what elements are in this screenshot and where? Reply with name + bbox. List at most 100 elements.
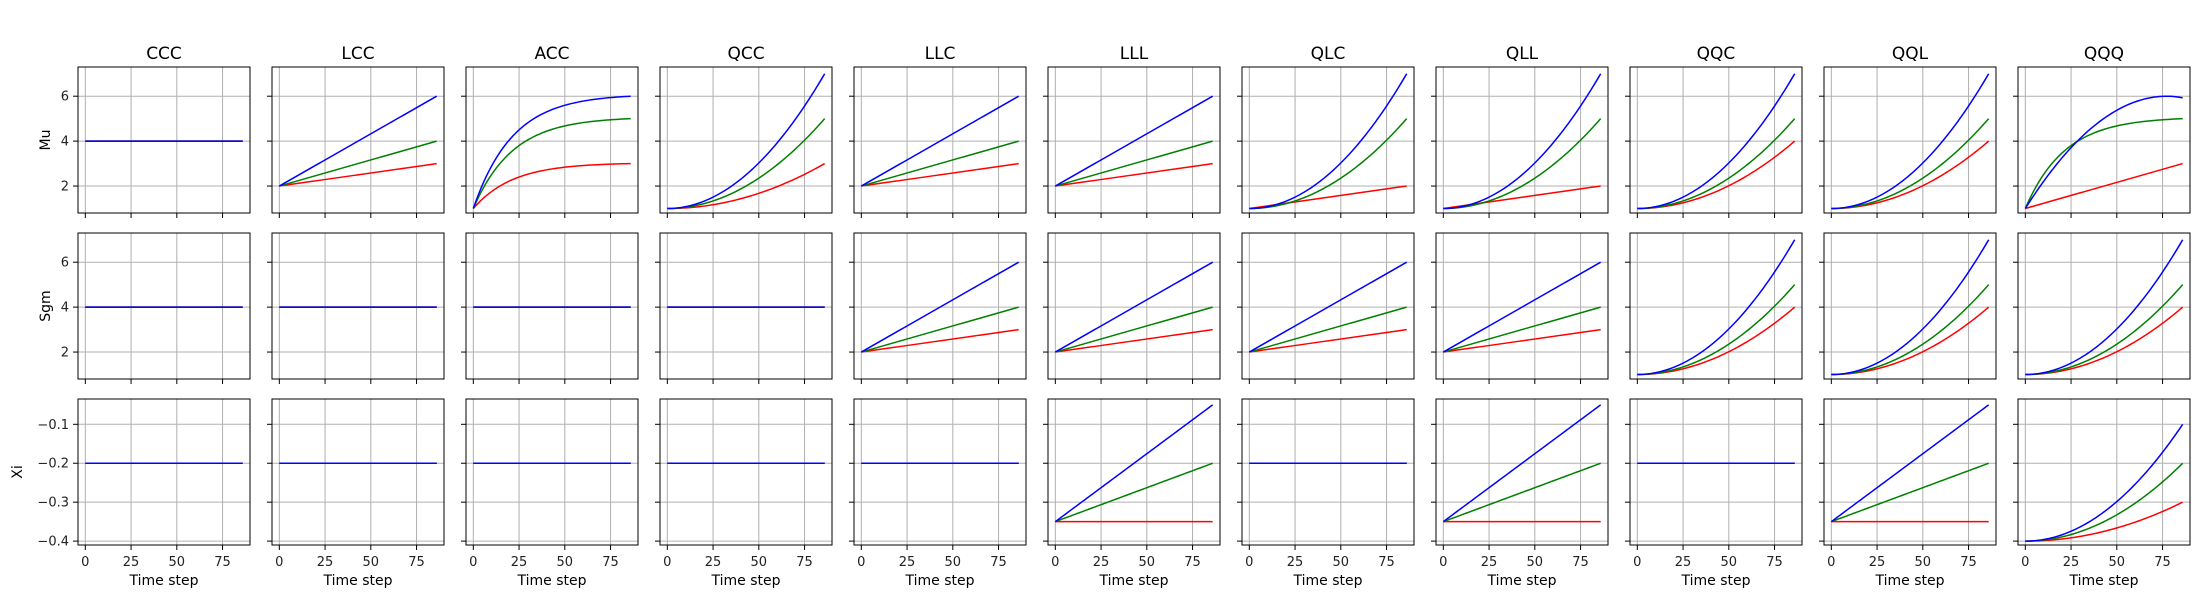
series-line-blue <box>2025 423 2184 542</box>
panel-xi-qqq: 0 25 50 75 Time step <box>2013 398 2191 589</box>
column-title: QQC <box>1697 44 1736 64</box>
x-tick-label: 25 <box>317 555 334 570</box>
axes-frame <box>1241 232 1415 380</box>
x-tick-label: 25 <box>899 555 916 570</box>
series-line-blue <box>860 261 1020 353</box>
series-line-green <box>861 140 1019 187</box>
axes-frame <box>1241 66 1415 214</box>
x-tick-label: 50 <box>169 555 186 570</box>
y-tick-label: 4 <box>61 301 69 316</box>
series-line-blue <box>1637 73 1796 210</box>
x-tick-label: 0 <box>275 555 283 570</box>
panel-sgm-acc <box>461 232 639 384</box>
x-tick-label: 25 <box>1093 555 1110 570</box>
panel-xi-ccc: 0 25 50 75 −0.4 −0.3 −0.2 −0.1 Time step <box>37 398 251 589</box>
axes-frame <box>77 398 251 546</box>
x-tick-label: 25 <box>1287 555 1304 570</box>
x-tick-label: 25 <box>2063 555 2080 570</box>
axes-frame <box>2017 398 2191 546</box>
x-tick-label: 25 <box>1869 555 1886 570</box>
x-axis-label: Time step <box>905 573 975 589</box>
series-line-red <box>2025 501 2184 542</box>
column-title: QQQ <box>2084 44 2124 64</box>
series-line-green <box>2025 462 2184 542</box>
series-line-green <box>2024 117 2183 209</box>
panel-xi-qql: 0 25 50 75 Time step <box>1819 398 1997 589</box>
x-tick-label: 25 <box>705 555 722 570</box>
panel-mu-ccc: 2 4 6 CCC <box>61 44 251 218</box>
column-title: ACC <box>534 44 569 64</box>
x-tick-label: 0 <box>1051 555 1059 570</box>
axes-frame <box>1047 398 1221 546</box>
series-line-blue <box>278 95 438 187</box>
x-axis-label: Time step <box>2069 573 2139 589</box>
panel-xi-qcc: 0 25 50 75 Time step <box>655 398 833 589</box>
x-tick-label: 50 <box>1721 555 1738 570</box>
x-tick-label: 0 <box>1245 555 1253 570</box>
panel-xi-qqc: 0 25 50 75 Time step <box>1625 398 1803 589</box>
panel-mu-qql: QQL <box>1819 44 1997 218</box>
x-tick-label: 75 <box>1572 555 1589 570</box>
series-line-blue <box>472 95 631 209</box>
axes-frame <box>1629 232 1803 380</box>
axes-frame <box>1823 398 1997 546</box>
axes-frame <box>77 232 251 380</box>
series-line-blue <box>667 73 826 210</box>
axes-frame <box>853 66 1027 214</box>
panel-mu-llc: LLC <box>849 44 1027 218</box>
y-tick-label: 6 <box>61 256 69 271</box>
series-line-blue <box>1054 404 1214 523</box>
panel-mu-qqq: QQQ <box>2013 44 2191 218</box>
column-title: LLC <box>925 44 956 64</box>
x-tick-label: 75 <box>796 555 813 570</box>
panel-mu-acc: ACC <box>461 44 639 218</box>
x-tick-label: 25 <box>1481 555 1498 570</box>
axes-frame <box>659 232 833 380</box>
series-line-blue <box>1443 73 1602 210</box>
series-line-red <box>1055 162 1213 187</box>
axes-frame <box>465 398 639 546</box>
x-tick-label: 0 <box>1633 555 1641 570</box>
x-tick-label: 50 <box>945 555 962 570</box>
axes-frame <box>1823 232 1997 380</box>
y-tick-label: 2 <box>61 180 69 195</box>
series-line-blue <box>1054 95 1214 187</box>
x-tick-label: 75 <box>1378 555 1395 570</box>
axes-frame <box>853 232 1027 380</box>
series-line-red <box>861 328 1019 353</box>
x-tick-label: 0 <box>81 555 89 570</box>
axes-frame <box>465 232 639 380</box>
series-line-green <box>1831 118 1990 210</box>
series-line-red <box>2025 162 2183 210</box>
series-line-green <box>1055 462 1213 523</box>
x-axis-label: Time step <box>1875 573 1945 589</box>
series-line-blue <box>1442 261 1602 353</box>
axes-frame <box>465 66 639 214</box>
y-tick-label: −0.3 <box>37 496 69 511</box>
y-tick-label: −0.4 <box>37 535 69 550</box>
x-tick-label: 50 <box>363 555 380 570</box>
y-tick-label: 6 <box>61 90 69 105</box>
y-tick-label: 2 <box>61 346 69 361</box>
y-tick-label: 4 <box>61 135 69 150</box>
x-tick-label: 50 <box>751 555 768 570</box>
column-title: QLC <box>1311 44 1346 64</box>
series-line-blue <box>1830 404 1990 523</box>
series-line-green <box>1831 284 1990 376</box>
panel-sgm-lll <box>1043 232 1221 384</box>
panel-sgm-llc <box>849 232 1027 384</box>
series-line-green <box>1249 306 1407 353</box>
y-axis-label: Xi <box>10 465 26 478</box>
series-line-blue <box>2025 239 2184 376</box>
series-line-green <box>1831 462 1989 523</box>
series-line-green <box>1637 284 1796 376</box>
series-line-red <box>1055 328 1213 353</box>
x-tick-label: 75 <box>602 555 619 570</box>
axes-frame <box>1629 66 1803 214</box>
panel-xi-qlc: 0 25 50 75 Time step <box>1237 398 1415 589</box>
panel-sgm-qqq <box>2013 232 2191 384</box>
axes-frame <box>271 232 445 380</box>
panel-xi-lcc: 0 25 50 75 Time step <box>267 398 445 589</box>
x-tick-label: 50 <box>2109 555 2126 570</box>
